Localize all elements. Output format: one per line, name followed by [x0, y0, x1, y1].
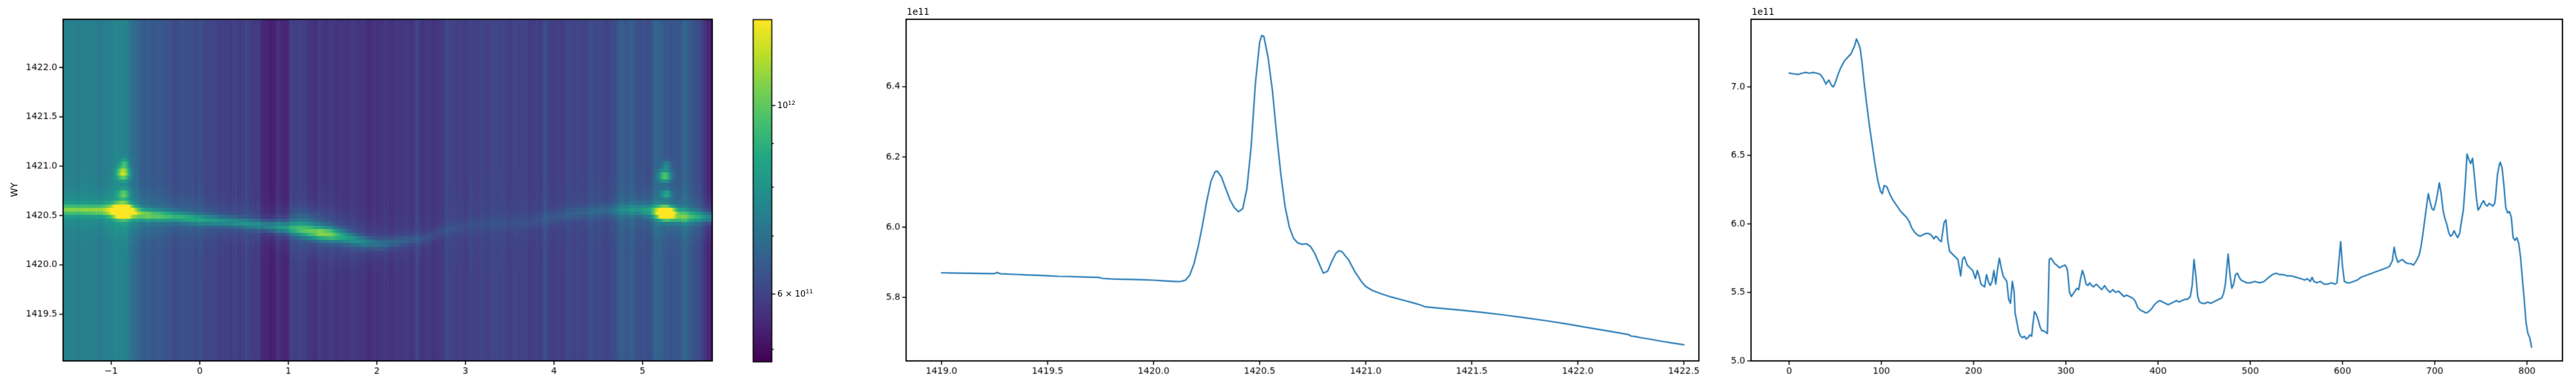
colorbar-tick-6e11-exp: 11	[805, 288, 813, 295]
timeseries-offset-label: 1e11	[1752, 7, 1775, 17]
colorbar-tick-label-1e12: 1012	[777, 100, 795, 111]
colorbar-tick-1e12-exp: 12	[788, 100, 795, 107]
timeseries-panel	[1751, 19, 2562, 361]
heatmap-panel	[63, 19, 712, 361]
spectrum-panel	[906, 19, 1699, 361]
spectrum-offset-label: 1e11	[907, 7, 930, 17]
colorbar-tick-6e11-base: 6 × 10	[777, 290, 806, 300]
colorbar	[753, 20, 772, 362]
heatmap-ylabel: WY	[10, 182, 20, 198]
colorbar-tick-1e12-base: 10	[777, 101, 788, 111]
colorbar-tick-label-6e11: 6 × 1011	[777, 289, 813, 299]
